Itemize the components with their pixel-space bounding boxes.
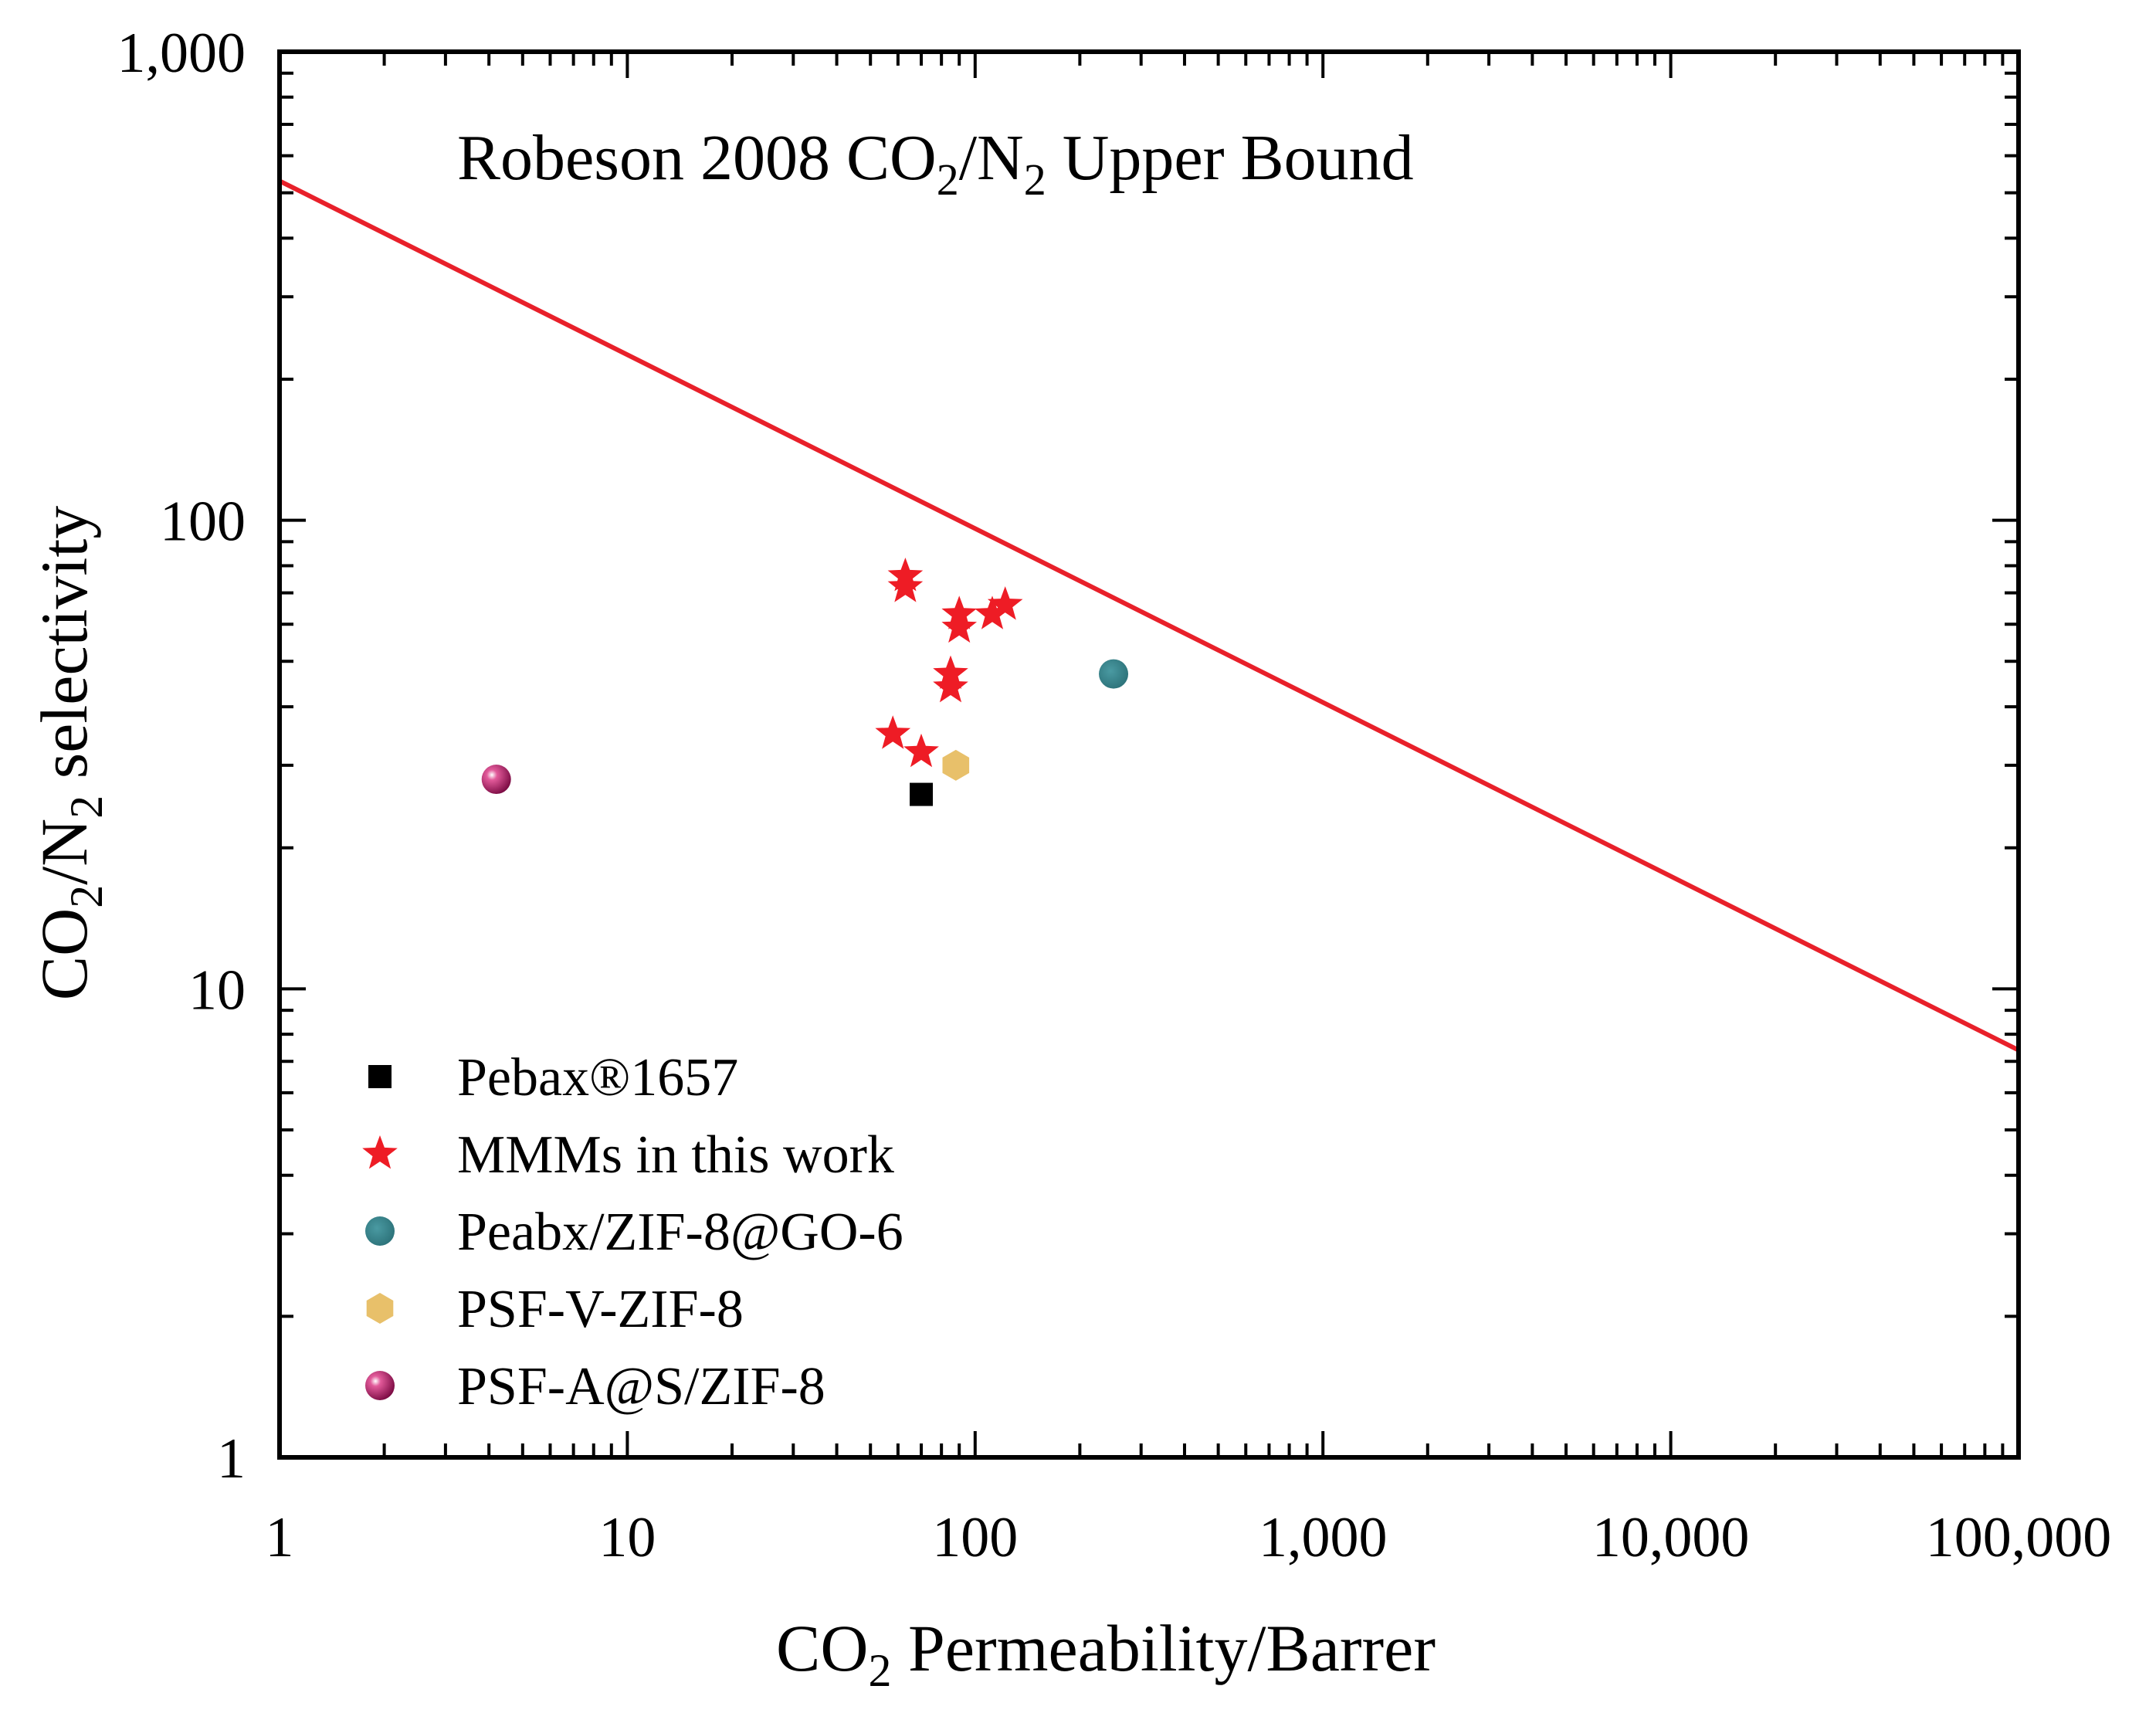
y-axis-title: CO2/N2 selectivity xyxy=(27,506,112,1000)
upper-bound-annotation: Robeson 2008 CO2/N2 Upper Bound xyxy=(457,122,1414,205)
legend-marker-circle xyxy=(365,1216,395,1246)
y-tick-label: 10 xyxy=(188,958,246,1022)
x-tick-label: 100,000 xyxy=(1926,1506,2112,1569)
legend-marker-star xyxy=(362,1135,398,1169)
y-title-part-b: /N xyxy=(27,819,101,885)
x-title-main: CO xyxy=(776,1611,868,1685)
legend-label: MMMs in this work xyxy=(457,1125,894,1185)
y-tick-label: 1 xyxy=(217,1427,246,1491)
annotation-sub-1: 2 xyxy=(937,154,959,205)
y-title-part-a: CO xyxy=(27,908,101,1000)
y-tick-labels: 1 10 100 1,000 xyxy=(117,22,246,1491)
annotation-part-a: Robeson 2008 CO xyxy=(457,122,937,194)
legend-label: PSF-A@S/ZIF-8 xyxy=(457,1357,825,1416)
upper-bound-line xyxy=(280,181,2019,1050)
x-tick-label: 100 xyxy=(932,1506,1018,1569)
x-title-rest: Permeability/Barrer xyxy=(892,1611,1436,1685)
legend-marker-square xyxy=(368,1065,392,1088)
legend-marker-sphere xyxy=(365,1371,395,1400)
data-points xyxy=(482,558,1128,806)
upper-bound-layer xyxy=(280,181,2019,1050)
data-point-hexagon xyxy=(943,750,970,781)
y-title-sub-2: 2 xyxy=(61,795,112,819)
x-tick-labels: 1 10 100 1,000 10,000 100,000 xyxy=(266,1506,2112,1569)
x-title-sub: 2 xyxy=(869,1645,892,1696)
x-tick-label: 10,000 xyxy=(1592,1506,1750,1569)
data-point-star xyxy=(941,609,977,643)
y-tick-label: 1,000 xyxy=(117,22,246,85)
data-point-star xyxy=(933,669,968,702)
legend: Pebax®1657 MMMs in this work Peabx/ZIF-8@G… xyxy=(362,1048,903,1416)
annotation-part-c: Upper Bound xyxy=(1046,122,1414,194)
data-point-square xyxy=(910,783,933,806)
data-point-circle xyxy=(1099,660,1128,689)
legend-label: Pebax®1657 xyxy=(457,1048,738,1108)
annotation-sub-2: 2 xyxy=(1024,154,1046,205)
data-point-star xyxy=(875,715,910,748)
x-tick-label: 10 xyxy=(598,1506,656,1569)
data-point-star xyxy=(903,734,939,767)
data-point-sphere xyxy=(482,765,511,794)
y-title-sub-1: 2 xyxy=(61,885,112,908)
x-tick-label: 1 xyxy=(266,1506,294,1569)
x-tick-label: 1,000 xyxy=(1259,1506,1388,1569)
legend-marker-hexagon xyxy=(367,1293,394,1324)
legend-label: Peabx/ZIF-8@GO-6 xyxy=(457,1202,903,1262)
legend-label: PSF-V-ZIF-8 xyxy=(457,1280,744,1339)
y-tick-label: 100 xyxy=(160,490,246,554)
x-axis-title: CO2 Permeability/Barrer xyxy=(776,1611,1436,1696)
scatter-chart: 1 10 100 1,000 10,000 100,000 1 10 100 1,000 Rob… xyxy=(0,0,2156,1709)
chart-root: 1 10 100 1,000 10,000 100,000 1 10 100 1,000 Rob… xyxy=(0,0,2156,1709)
y-title-part-c: selectivity xyxy=(27,506,101,795)
annotation-part-b: /N xyxy=(959,122,1024,194)
